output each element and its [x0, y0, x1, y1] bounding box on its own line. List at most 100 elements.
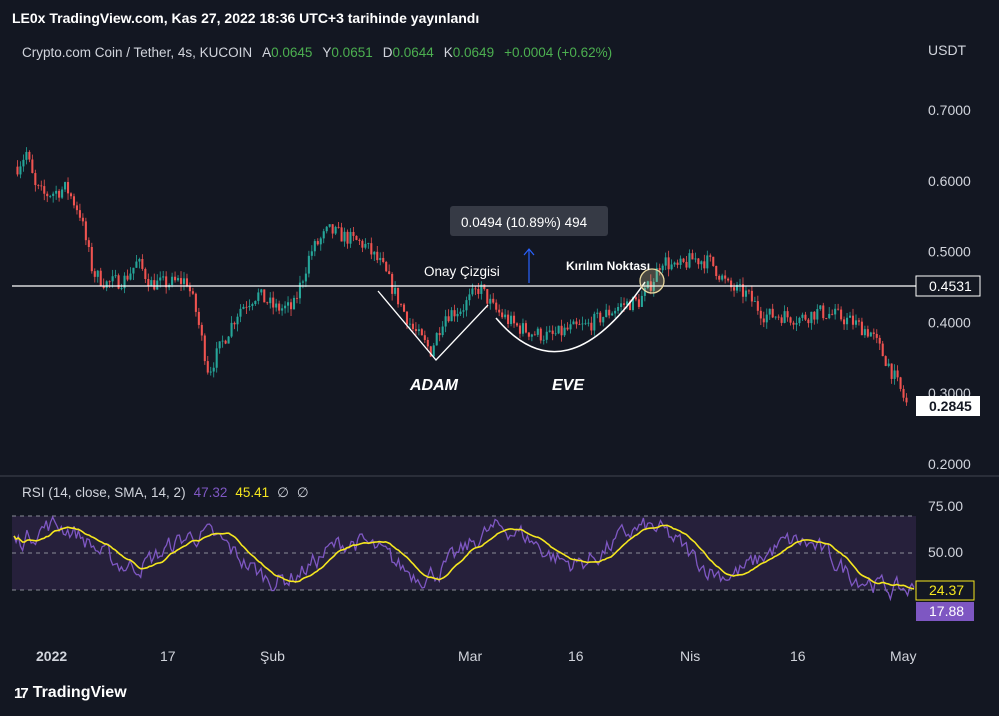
last-price-text: 0.2845 — [929, 398, 972, 414]
candle-body — [281, 308, 284, 311]
candle-body — [301, 281, 304, 283]
candle-body — [185, 278, 189, 287]
candle-body — [343, 231, 346, 242]
candle-body — [391, 273, 394, 294]
candle-body — [328, 224, 331, 227]
candle-body — [890, 363, 893, 379]
candle-body — [78, 210, 81, 218]
candle-body — [825, 318, 828, 319]
candle-body — [310, 251, 313, 256]
eve-shape[interactable] — [495, 281, 646, 353]
candle-body — [866, 329, 869, 337]
candle-body — [584, 323, 587, 325]
candle-body — [171, 276, 174, 285]
candle-body — [19, 166, 22, 175]
last-price-badge — [916, 396, 980, 416]
candle-body — [510, 315, 513, 324]
candle-body — [530, 334, 533, 337]
candle-body — [248, 305, 251, 308]
candle-body — [123, 275, 126, 289]
candle-body — [102, 285, 105, 288]
breakout-point-circle[interactable] — [639, 268, 665, 294]
candle-body — [114, 275, 117, 277]
candle-body — [444, 316, 447, 327]
candle-body — [608, 309, 611, 316]
measure-tooltip — [450, 206, 608, 236]
candle-body — [753, 301, 756, 302]
candle-body — [75, 205, 78, 211]
candle-body — [682, 258, 685, 262]
candle-body — [661, 265, 664, 271]
candle-body — [25, 151, 28, 160]
candle-body — [837, 308, 840, 310]
x-tick-label: 17 — [160, 648, 176, 664]
candle-body — [828, 313, 831, 319]
candle-body — [801, 314, 804, 318]
candle-body — [846, 317, 849, 325]
candle-body — [655, 268, 658, 282]
candle-body — [37, 185, 40, 186]
x-tick-label: Nis — [680, 648, 700, 664]
rsi-badge-text: 17.88 — [929, 603, 964, 619]
candle-body — [798, 317, 801, 324]
candle-body — [507, 314, 510, 324]
candle-body — [385, 261, 388, 272]
rsi-tick-75: 75.00 — [928, 498, 963, 514]
high-value: 0.0651 — [331, 45, 373, 60]
candle-body — [266, 302, 269, 304]
candle-body — [221, 340, 224, 342]
y-tick-label: 0.2000 — [928, 456, 971, 472]
candle-body — [382, 257, 385, 262]
candle-body — [251, 304, 254, 306]
candle-body — [685, 261, 688, 268]
candle-body — [733, 287, 736, 291]
x-tick-label: Mar — [458, 648, 482, 664]
candle-body — [129, 273, 132, 280]
rsi-sma-badge-text: 24.37 — [929, 582, 964, 598]
candle-body — [899, 377, 902, 389]
candle-body — [465, 300, 468, 311]
candle-body — [887, 363, 890, 366]
candle-body — [120, 288, 123, 290]
candle-body — [84, 221, 87, 241]
candle-body — [724, 275, 727, 279]
candle-body — [679, 258, 682, 265]
candle-body — [590, 322, 593, 331]
candle-body — [792, 322, 795, 325]
candle-body — [165, 276, 168, 288]
adam-label: ADAM — [409, 377, 459, 394]
candle-body — [135, 261, 138, 268]
candle-body — [337, 226, 340, 228]
candle-body — [840, 309, 843, 320]
rsi-label[interactable]: RSI (14, close, SMA, 14, 2) — [22, 485, 186, 500]
candle-body — [212, 367, 215, 372]
candle-body — [191, 291, 194, 294]
candle-body — [521, 323, 524, 334]
candle-body — [87, 240, 90, 248]
candle-body — [631, 297, 635, 311]
candle-body — [322, 231, 325, 239]
candle-body — [275, 303, 278, 308]
candle-body — [272, 297, 275, 308]
candle-body — [759, 310, 762, 319]
candle-body — [284, 305, 287, 309]
symbol-name[interactable]: Crypto.com Coin / Tether, 4s, KUCOIN — [22, 45, 253, 60]
candle-body — [504, 314, 507, 318]
candle-body — [843, 319, 846, 325]
tradingview-watermark[interactable]: 17 TradingView — [14, 684, 127, 702]
candle-body — [851, 315, 855, 325]
candle-body — [762, 318, 765, 323]
adam-shape[interactable] — [377, 290, 489, 361]
candle-body — [878, 337, 881, 344]
candle-body — [417, 329, 420, 332]
candle-body — [628, 301, 632, 311]
close-label: K — [443, 45, 453, 60]
candles-group — [16, 147, 908, 406]
candle-body — [875, 333, 878, 338]
candle-body — [715, 265, 718, 276]
rsi-legend: RSI (14, close, SMA, 14, 2) 47.32 45.41 … — [22, 485, 309, 501]
candle-body — [150, 280, 153, 287]
candle-body — [159, 277, 162, 281]
candle-body — [376, 251, 379, 261]
